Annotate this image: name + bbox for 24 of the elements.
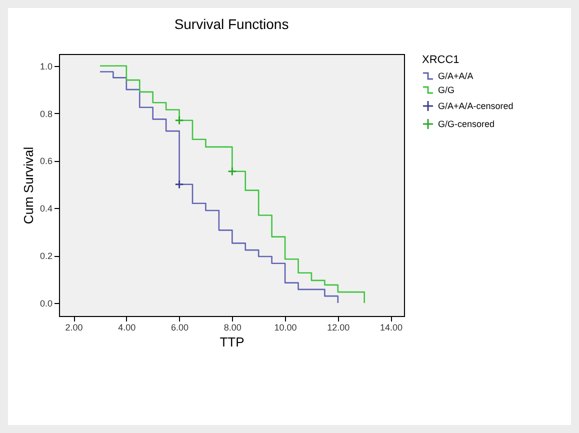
point — [174, 116, 184, 126]
y-tick-label: 0.6 — [40, 156, 52, 166]
y-tick-label: 0.2 — [40, 251, 52, 262]
x-tick-label: 8.00 — [224, 322, 242, 332]
legend-label: G/A+A/A — [438, 71, 474, 81]
y-tick-label: 0.0 — [40, 298, 52, 308]
chart-title: Survival Functions — [174, 16, 289, 32]
point — [174, 180, 184, 190]
y-tick-label: 1.0 — [40, 61, 52, 72]
legend-label: G/G — [438, 85, 455, 95]
legend-label: G/A+A/A-censored — [438, 101, 514, 111]
x-tick-label: 4.00 — [118, 322, 136, 332]
point — [228, 166, 237, 176]
x-tick-label: 12.00 — [327, 322, 350, 332]
x-tick-label: 6.00 — [171, 322, 189, 332]
y-tick-label: 0.8 — [40, 108, 52, 119]
x-tick-label: 10.00 — [274, 322, 297, 332]
y-axis-title: Cum Survival — [20, 146, 36, 224]
x-axis-title: TTP — [220, 334, 244, 350]
legend-label: G/G-censored — [438, 119, 495, 129]
legend-title: XRCC1 — [422, 54, 460, 66]
x-tick-label: 2.00 — [65, 322, 83, 332]
x-tick-label: 14.00 — [380, 322, 403, 332]
y-tick-label: 0.4 — [40, 204, 52, 214]
